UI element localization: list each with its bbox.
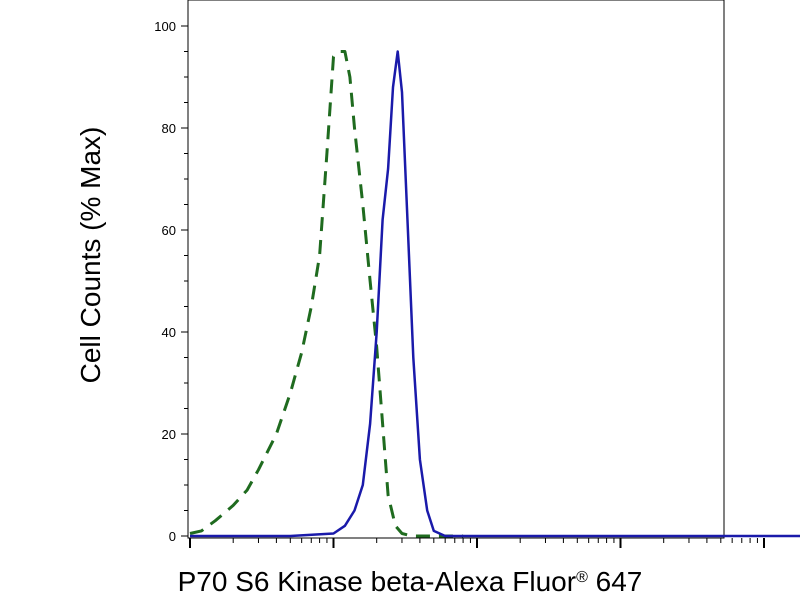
y-tick-label: 80	[162, 121, 176, 136]
x-axis-title: P70 S6 Kinase beta-Alexa Fluor® 647	[178, 566, 643, 597]
y-tick-label: 20	[162, 427, 176, 442]
series-layer	[189, 50, 800, 538]
y-axis-ticks: 0 20 40 60 80 100	[154, 19, 188, 544]
y-tick-label: 100	[154, 19, 176, 34]
x-axis-title-registered-mark: ®	[576, 569, 588, 586]
y-tick-label: 60	[162, 223, 176, 238]
x-axis-ticks	[189, 538, 765, 548]
series-line-dashed	[189, 50, 464, 538]
x-axis-title-suffix: 647	[588, 566, 643, 597]
y-tick-label: 40	[162, 325, 176, 340]
x-axis-title-main: P70 S6 Kinase beta-Alexa Fluor	[178, 566, 576, 597]
y-axis-title: Cell Counts (% Max)	[75, 127, 106, 384]
plot-frame	[187, 0, 725, 539]
y-tick-label: 0	[169, 529, 176, 544]
series-line-solid	[190, 50, 800, 538]
